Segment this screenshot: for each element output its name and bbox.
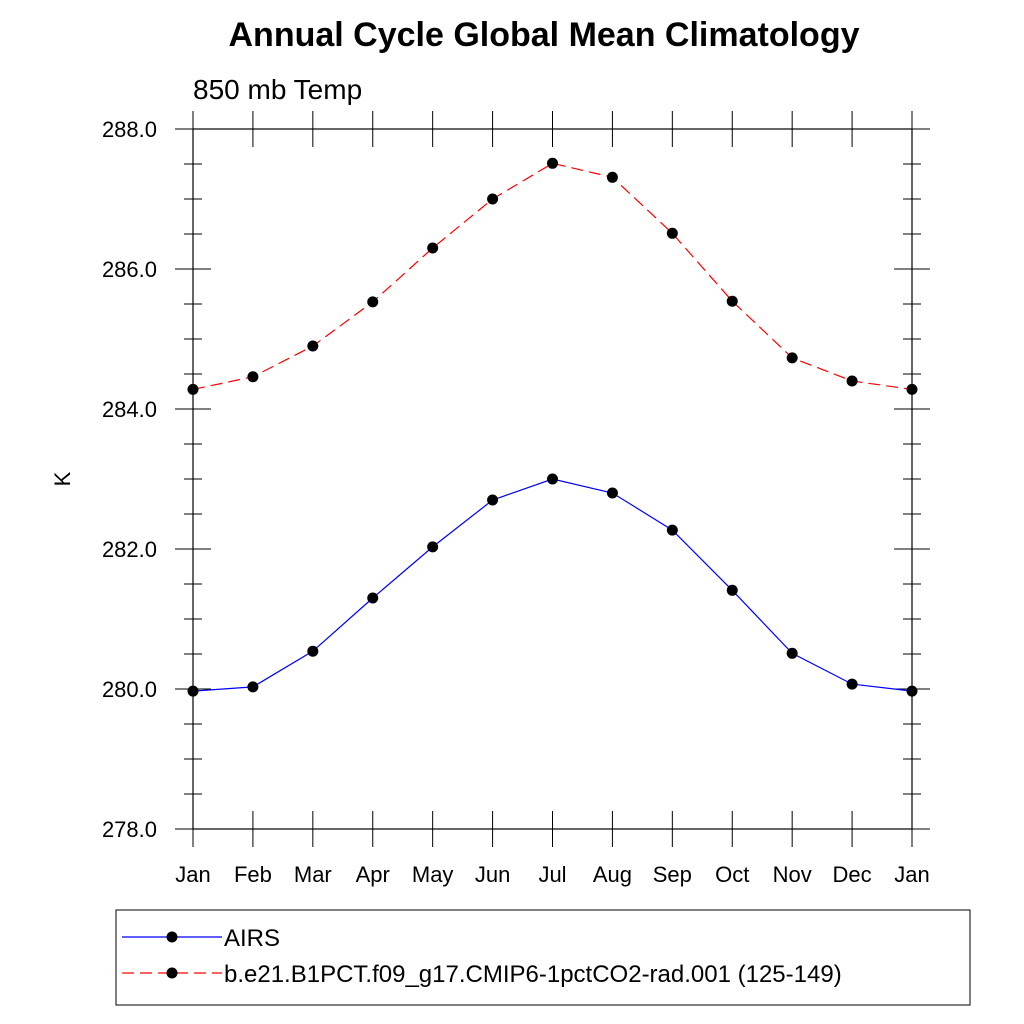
data-point xyxy=(487,193,499,205)
series-line xyxy=(192,478,913,692)
data-point xyxy=(726,584,738,596)
x-tick-label: Jan xyxy=(175,862,210,887)
x-tick-label: Apr xyxy=(356,862,390,887)
series-1 xyxy=(187,473,918,697)
x-tick-label: Oct xyxy=(715,862,749,887)
legend-item-1: AIRS xyxy=(122,925,280,952)
legend-marker xyxy=(166,931,178,943)
x-tick-label: Feb xyxy=(234,862,272,887)
y-tick-label: 284.0 xyxy=(102,397,157,422)
y-axis-label: K xyxy=(50,471,75,486)
legend-label: AIRS xyxy=(224,925,280,952)
data-point xyxy=(846,678,858,690)
x-tick-label: Nov xyxy=(773,862,812,887)
data-point xyxy=(666,524,678,536)
axis-ticks xyxy=(175,111,930,847)
data-point xyxy=(367,592,379,604)
data-point xyxy=(906,383,918,395)
chart-title: Annual Cycle Global Mean Climatology xyxy=(229,16,860,54)
data-point xyxy=(846,375,858,387)
legend-marker xyxy=(166,967,178,979)
x-tick-label: Jul xyxy=(538,862,566,887)
y-tick-label: 278.0 xyxy=(102,817,157,842)
data-point xyxy=(307,340,319,352)
data-point xyxy=(547,473,558,485)
data-point xyxy=(427,541,439,553)
data-point xyxy=(247,681,259,693)
x-tick-label: Mar xyxy=(294,862,332,887)
series-2 xyxy=(187,157,918,395)
chart-subtitle: 850 mb Temp xyxy=(193,74,362,105)
data-point xyxy=(786,647,798,659)
data-point xyxy=(606,171,618,183)
legend-item-2: b.e21.B1PCT.f09_g17.CMIP6-1pctCO2-rad.00… xyxy=(122,961,842,988)
y-tick-label: 282.0 xyxy=(102,537,157,562)
x-tick-labels: Jan Feb Mar Apr May Jun Jul Aug Sep Oct Nov Dec Jan xyxy=(175,862,929,887)
x-tick-label: Aug xyxy=(593,862,632,887)
x-tick-label: Sep xyxy=(653,862,692,887)
x-tick-label: Jun xyxy=(475,862,510,887)
legend: AIRS b.e21.B1PCT.f09_g17.CMIP6-1pctCO2-ra… xyxy=(115,909,971,1006)
data-point xyxy=(726,295,738,307)
data-point xyxy=(367,296,379,308)
x-tick-label: May xyxy=(412,862,454,887)
data-point xyxy=(307,645,319,657)
data-point xyxy=(487,494,499,506)
legend-box xyxy=(115,909,971,1006)
y-tick-label: 288.0 xyxy=(102,117,157,142)
legend-items: AIRS b.e21.B1PCT.f09_g17.CMIP6-1pctCO2-ra… xyxy=(122,925,842,988)
legend-label: b.e21.B1PCT.f09_g17.CMIP6-1pctCO2-rad.00… xyxy=(224,961,842,988)
data-point xyxy=(187,685,199,697)
data-point xyxy=(427,242,439,254)
y-tick-labels: 278.0 280.0 282.0 284.0 286.0 288.0 xyxy=(102,117,157,842)
x-tick-label: Jan xyxy=(894,862,929,887)
data-point xyxy=(247,371,259,383)
y-tick-label: 286.0 xyxy=(102,257,157,282)
data-point xyxy=(906,685,918,697)
data-point xyxy=(786,352,798,364)
data-point xyxy=(606,487,618,499)
y-tick-label: 280.0 xyxy=(102,677,157,702)
series-group xyxy=(187,157,918,697)
data-point xyxy=(547,157,558,169)
series-line xyxy=(192,162,913,390)
data-point xyxy=(187,383,199,395)
data-point xyxy=(666,227,678,239)
x-tick-label: Dec xyxy=(833,862,872,887)
